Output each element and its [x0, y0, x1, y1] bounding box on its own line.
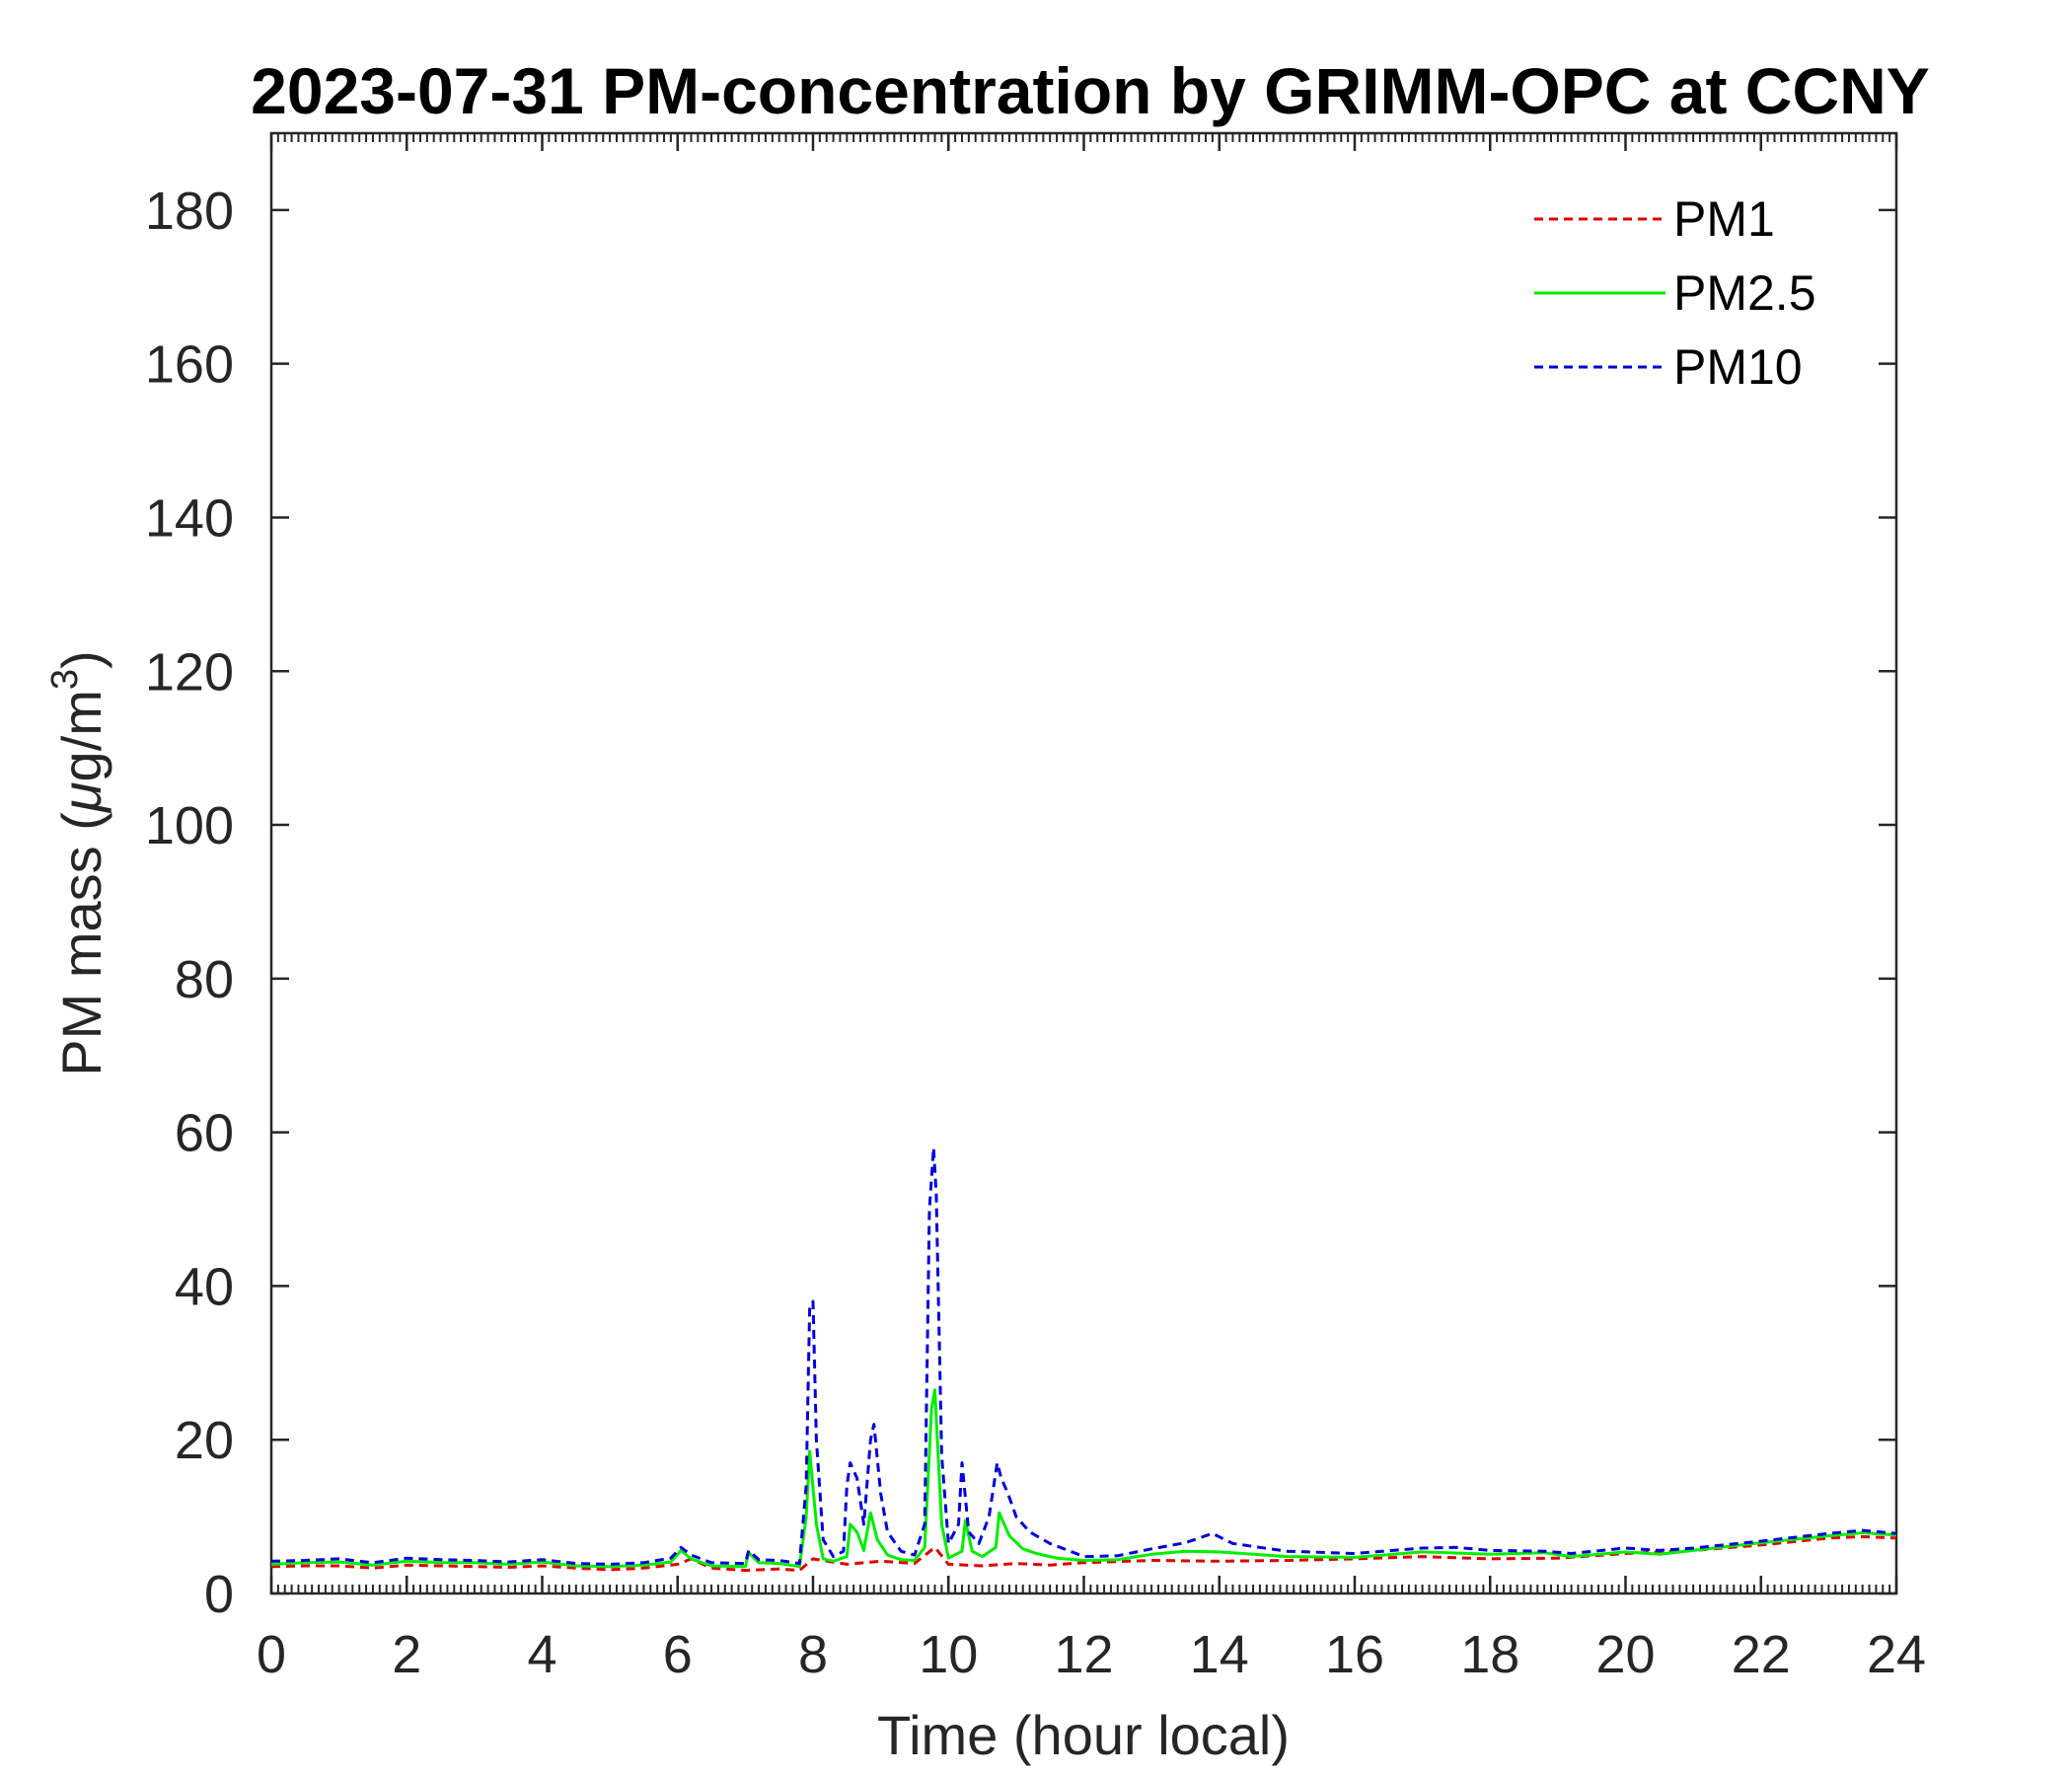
x-tick-label: 0 [257, 1625, 286, 1684]
y-tick-label: 60 [175, 1104, 234, 1163]
y-axis-label-unit: g/m [50, 690, 112, 781]
series-line-pm10 [270, 1146, 1897, 1566]
legend-label-pm1: PM1 [1673, 191, 1775, 247]
x-tick-label: 4 [527, 1625, 556, 1684]
x-tick-label: 6 [663, 1625, 693, 1684]
y-tick-label: 40 [175, 1257, 234, 1316]
x-axis-ticks: 0 2 4 6 8 10 12 14 16 18 20 22 24 [257, 133, 1926, 1684]
y-axis-label-mu: μ [50, 781, 112, 814]
series-line-pm2-5 [270, 1388, 1897, 1569]
plot-frame [269, 131, 1898, 1595]
series-line-pm1 [270, 1534, 1897, 1573]
legend: PM1 PM2.5 PM10 [1534, 191, 1816, 395]
legend-label-pm10: PM10 [1673, 339, 1803, 395]
legend-label-pm2-5: PM2.5 [1673, 265, 1816, 321]
y-axis-label: PM mass (μg/m3) [44, 650, 112, 1075]
y-axis-label-sup: 3 [44, 669, 86, 690]
x-tick-label: 16 [1325, 1625, 1384, 1684]
y-tick-label: 20 [175, 1411, 234, 1470]
x-axis-label: Time (hour local) [877, 1704, 1290, 1766]
x-tick-label: 20 [1595, 1625, 1655, 1684]
y-tick-label: 140 [145, 488, 234, 548]
y-tick-label: 80 [175, 950, 234, 1009]
y-axis-ticks: 0 20 40 60 80 100 120 140 160 180 [145, 182, 1896, 1624]
x-tick-label: 8 [798, 1625, 828, 1684]
y-tick-label: 120 [145, 642, 234, 702]
y-axis-label-close: ) [50, 650, 112, 669]
y-tick-label: 180 [145, 182, 234, 241]
series-lines [270, 1146, 1897, 1573]
x-minor-ticks [276, 133, 1891, 1593]
y-tick-label: 100 [145, 796, 234, 855]
x-tick-label: 18 [1460, 1625, 1519, 1684]
plot-area [269, 131, 1898, 1595]
chart-title: 2023-07-31 PM-concentration by GRIMM-OPC… [251, 54, 1930, 127]
x-tick-label: 22 [1732, 1625, 1791, 1684]
x-tick-label: 2 [392, 1625, 421, 1684]
y-tick-label: 0 [204, 1565, 234, 1624]
x-tick-label: 10 [919, 1625, 978, 1684]
x-tick-label: 24 [1867, 1625, 1926, 1684]
y-tick-label: 160 [145, 335, 234, 395]
x-tick-label: 12 [1054, 1625, 1113, 1684]
y-axis-label-main: PM mass ( [50, 812, 112, 1076]
x-tick-label: 14 [1190, 1625, 1249, 1684]
